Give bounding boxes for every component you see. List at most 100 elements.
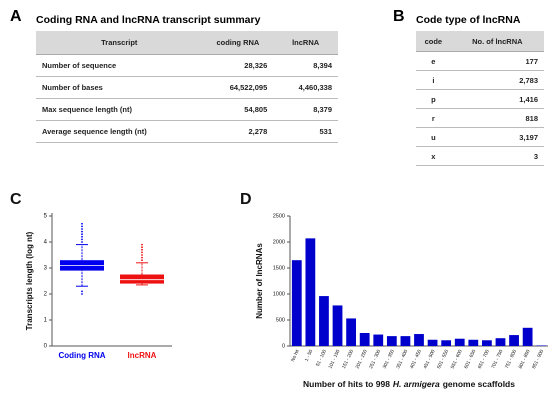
x-tick-label: 201 - 250 — [355, 349, 369, 370]
x-tick-label: 1 - 50 — [304, 349, 315, 363]
y-tick-label: 1000 — [273, 291, 285, 297]
panel-title: Coding RNA and lncRNA transcript summary — [36, 14, 261, 26]
bar — [414, 334, 424, 346]
x-tick-label: 601 - 650 — [463, 349, 477, 370]
bar — [305, 238, 316, 346]
outlier — [141, 259, 143, 262]
outlier — [81, 225, 83, 228]
table-cell: u — [416, 127, 451, 147]
outlier — [141, 246, 143, 249]
y-tick-label: 4 — [44, 240, 48, 246]
header-cell: No. of lncRNA — [450, 31, 544, 52]
x-tick-label: 51 - 100 — [315, 349, 328, 368]
outlier — [141, 256, 143, 259]
box — [120, 274, 164, 284]
outlier — [81, 290, 83, 293]
bar — [373, 334, 384, 346]
bar — [400, 336, 411, 346]
x-tick-label: 801 - 850 — [518, 349, 532, 370]
header-cell: coding RNA — [202, 31, 274, 55]
table-cell: 8,379 — [273, 98, 338, 121]
bar — [522, 327, 533, 346]
header-row: Transcript coding RNA lncRNA — [36, 31, 338, 55]
table-cell: e — [416, 51, 451, 71]
x-tick-label: 401 - 450 — [409, 349, 423, 370]
outlier — [141, 243, 143, 246]
outlier — [81, 233, 83, 236]
outlier — [81, 228, 83, 230]
y-tick-label: 3 — [44, 266, 48, 272]
y-tick-label: 2 — [44, 292, 48, 298]
table-row: Max sequence length (nt) 54,805 8,379 — [36, 98, 338, 121]
x-tick-label: 751 - 800 — [504, 349, 518, 370]
table-cell: 3 — [450, 146, 544, 166]
bar — [359, 333, 370, 346]
outlier — [81, 222, 83, 225]
bar — [441, 340, 452, 346]
table-row: e 177 — [416, 51, 544, 71]
x-axis-label: Number of hits to 998 H. armigera genome s… — [303, 379, 515, 389]
panel-letter: B — [393, 8, 405, 25]
table-cell: 2,783 — [450, 70, 544, 90]
x-tick-label: 151 - 200 — [341, 349, 355, 370]
y-tick-label: 5 — [44, 214, 48, 220]
bar — [332, 305, 343, 346]
table-cell: 54,805 — [202, 98, 274, 121]
y-tick-label: 1 — [44, 318, 48, 324]
table-cell: 531 — [273, 120, 338, 143]
bar — [468, 339, 479, 346]
table-row: p 1,416 — [416, 89, 544, 109]
outlier — [141, 254, 143, 256]
bar — [386, 336, 397, 346]
header-cell: Transcript — [36, 31, 203, 55]
panel-letter: D — [240, 191, 252, 208]
table-row: Average sequence length (nt) 2,278 531 — [36, 120, 338, 143]
table-cell: 1,416 — [450, 89, 544, 109]
x-tick-label: 851 - 900 — [531, 349, 545, 370]
y-tick-label: 2500 — [273, 213, 285, 219]
table-row: Number of bases 64,522,095 4,460,338 — [36, 76, 338, 99]
y-tick-label: 0 — [282, 343, 285, 349]
outlier — [81, 293, 83, 295]
x-tick-label: 301 - 350 — [382, 349, 396, 370]
x-tick-label: 701 - 750 — [490, 349, 504, 370]
outlier — [81, 238, 83, 241]
x-tick-label: 251 - 300 — [368, 349, 382, 370]
table-cell: Number of bases — [36, 76, 203, 99]
table-cell: Number of sequence — [36, 54, 203, 77]
bar — [291, 260, 302, 346]
table-cell: r — [416, 108, 451, 128]
table-cell: p — [416, 89, 451, 109]
outlier — [81, 230, 83, 233]
header-cell: lncRNA — [273, 31, 338, 55]
table-row: Number of sequence 28,326 8,394 — [36, 54, 338, 77]
x-tick-label: 101 - 150 — [327, 349, 341, 370]
x-axis-label-part: H. armigera — [393, 379, 440, 389]
outlier — [81, 241, 83, 243]
y-tick-label: 500 — [276, 317, 285, 323]
bar — [482, 340, 492, 346]
panel-title: Code type of lncRNA — [416, 14, 521, 26]
y-tick-label: 1500 — [273, 265, 285, 271]
table-row: r 818 — [416, 108, 544, 128]
x-tick-label: 351 - 400 — [395, 349, 409, 370]
outlier — [81, 235, 83, 238]
table-cell: 4,460,338 — [273, 76, 338, 99]
code-table: code No. of lncRNA e 177 i 2,783 p 1,416 r 818 u 3,… — [416, 31, 544, 166]
table-cell: Average sequence length (nt) — [36, 120, 203, 143]
bar — [536, 345, 547, 346]
bar — [495, 338, 506, 346]
table-cell: x — [416, 146, 451, 166]
table-row: i 2,783 — [416, 70, 544, 90]
x-tick-label: 451 - 500 — [423, 349, 437, 370]
header-cell: code — [416, 31, 451, 52]
table-cell: 28,326 — [202, 54, 274, 77]
bar — [509, 335, 519, 346]
x-tick-label: lncRNA — [128, 351, 157, 360]
x-tick-label: 651 - 700 — [477, 349, 491, 370]
table-cell: 3,197 — [450, 127, 544, 147]
x-axis-label-part: Number of hits to 998 — [303, 379, 390, 389]
